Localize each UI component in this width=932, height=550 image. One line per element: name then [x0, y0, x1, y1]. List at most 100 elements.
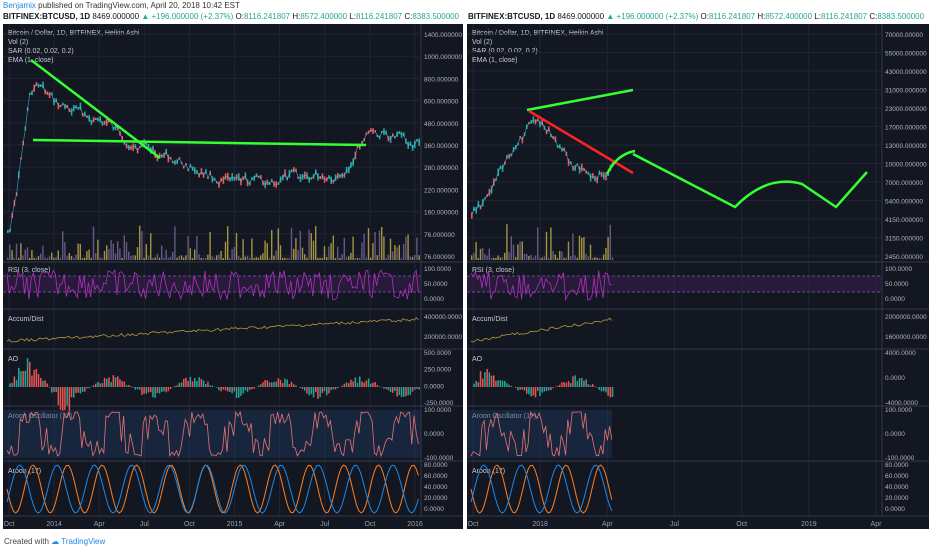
ao-axis-label: 4000.0000 [885, 350, 916, 357]
accum-line [470, 317, 613, 343]
price-pane-title: EMA (1, close) [472, 57, 518, 64]
rsi-axis-label: 0.0000 [885, 296, 905, 303]
ao-axis-label: 500.0000 [424, 350, 451, 357]
ao-bar [112, 375, 115, 387]
close-label: C: [869, 12, 878, 21]
ao-bar [603, 387, 605, 392]
trendline-down [30, 59, 161, 159]
chart-right-svg[interactable]: Oct2018AprJulOct2019AprBitcoin / Dollar,… [467, 24, 929, 529]
price-axis-label: 600.000000 [424, 99, 459, 106]
volume-bar [268, 257, 271, 260]
volume-bar [526, 253, 528, 260]
tradingview-brand[interactable]: TradingView [61, 537, 106, 546]
volume-bar [108, 249, 110, 260]
chart-panel-right[interactable]: Oct2018AprJulOct2019AprBitcoin / Dollar,… [467, 24, 929, 529]
volume-bar [605, 247, 607, 260]
price-pane-title: Vol (2) [472, 39, 492, 46]
ao-bar [609, 387, 612, 398]
ao-bar [532, 387, 535, 396]
volume-bar [141, 231, 143, 260]
ao-bar [246, 387, 249, 392]
volume-bar [332, 235, 334, 260]
ao-axis-label: 0.0000 [424, 383, 444, 390]
volume-bar [251, 238, 253, 260]
ao-bar [407, 387, 409, 396]
volume-bar [334, 257, 337, 260]
ao-bar [605, 387, 607, 393]
ao-bar [352, 381, 354, 387]
ao-bar [330, 387, 332, 391]
ao-bar [365, 380, 368, 387]
rsi-axis-label: 50.0000 [885, 281, 909, 288]
ao-bar [117, 376, 119, 387]
volume-bar [337, 246, 339, 260]
volume-bar [396, 247, 398, 260]
ao-bar [235, 387, 238, 399]
ao-bar [565, 382, 568, 387]
volume-bar [117, 241, 119, 260]
accum-axis-label: 400000.0000 [424, 314, 462, 321]
price-axis-label: 31000.000000 [885, 88, 927, 95]
ao-bar [519, 387, 521, 390]
volume-bar [592, 257, 594, 260]
volume-bar [88, 249, 90, 260]
ao-bar [174, 385, 176, 387]
ao-bar [42, 380, 44, 387]
aroon-axis-label: 60.0000 [885, 473, 909, 480]
author-link[interactable]: Benjamix [3, 1, 36, 10]
aroon-axis-label: 60.0000 [424, 473, 448, 480]
ao-bar [257, 385, 260, 387]
volume-bar [114, 253, 117, 260]
close-label: C: [404, 12, 413, 21]
ao-bar [284, 378, 286, 387]
ao-bar [13, 376, 16, 387]
ao-bar [545, 387, 548, 392]
ao-pane-title: AO [472, 356, 483, 363]
volume-bar [44, 257, 46, 260]
ao-bar [392, 387, 394, 393]
publish-header: Benjamix published on TradingView.com, A… [3, 1, 240, 10]
volume-bar [541, 257, 543, 260]
volume-bar [24, 249, 26, 260]
ao-bar [271, 382, 273, 387]
ao-bar [99, 383, 101, 387]
open-label: O: [235, 12, 244, 21]
volume-bar [341, 254, 343, 260]
chart-left-svg[interactable]: Oct2014AprJulOct2015AprJulOct2016Bitcoin… [3, 24, 463, 529]
ao-bar [504, 380, 506, 387]
volume-bar [178, 255, 180, 260]
high-value: 8572.400000 [765, 12, 813, 21]
volume-bar [275, 250, 277, 260]
rsi-pane-title: RSI (3, close) [472, 267, 514, 274]
volume-bar [506, 224, 508, 260]
accum-axis-label: 1600000.0000 [885, 334, 927, 341]
volume-bar [66, 256, 68, 260]
volume-bar [9, 244, 11, 260]
ao-bar [134, 387, 137, 390]
ao-bar [293, 384, 295, 387]
volume-bar [603, 254, 605, 260]
rsi-axis-label: 100.0000 [424, 266, 451, 273]
ao-bar [304, 387, 306, 391]
volume-bar [180, 255, 183, 260]
ao-bar [539, 387, 541, 397]
ao-bar [521, 387, 524, 390]
aroon-axis-label: 80.0000 [885, 462, 909, 469]
high-label: H: [757, 12, 766, 21]
ao-bar [123, 381, 126, 387]
volume-bar [286, 257, 288, 260]
ao-bar [350, 379, 352, 387]
volume-bar [68, 252, 70, 260]
price-axis-label: 1000.000000 [424, 54, 462, 61]
chart-panel-left[interactable]: Oct2014AprJulOct2015AprJulOct2016Bitcoin… [3, 24, 463, 529]
ao-bar [337, 387, 339, 389]
volume-bar [255, 257, 257, 260]
volume-bar [394, 245, 396, 260]
ao-bar [37, 374, 40, 387]
volume-bar [290, 227, 293, 260]
low-label: L: [349, 12, 356, 21]
ao-bar [396, 387, 398, 397]
volume-bar [493, 257, 495, 260]
volume-bar [152, 257, 154, 260]
volume-bar [64, 242, 66, 260]
